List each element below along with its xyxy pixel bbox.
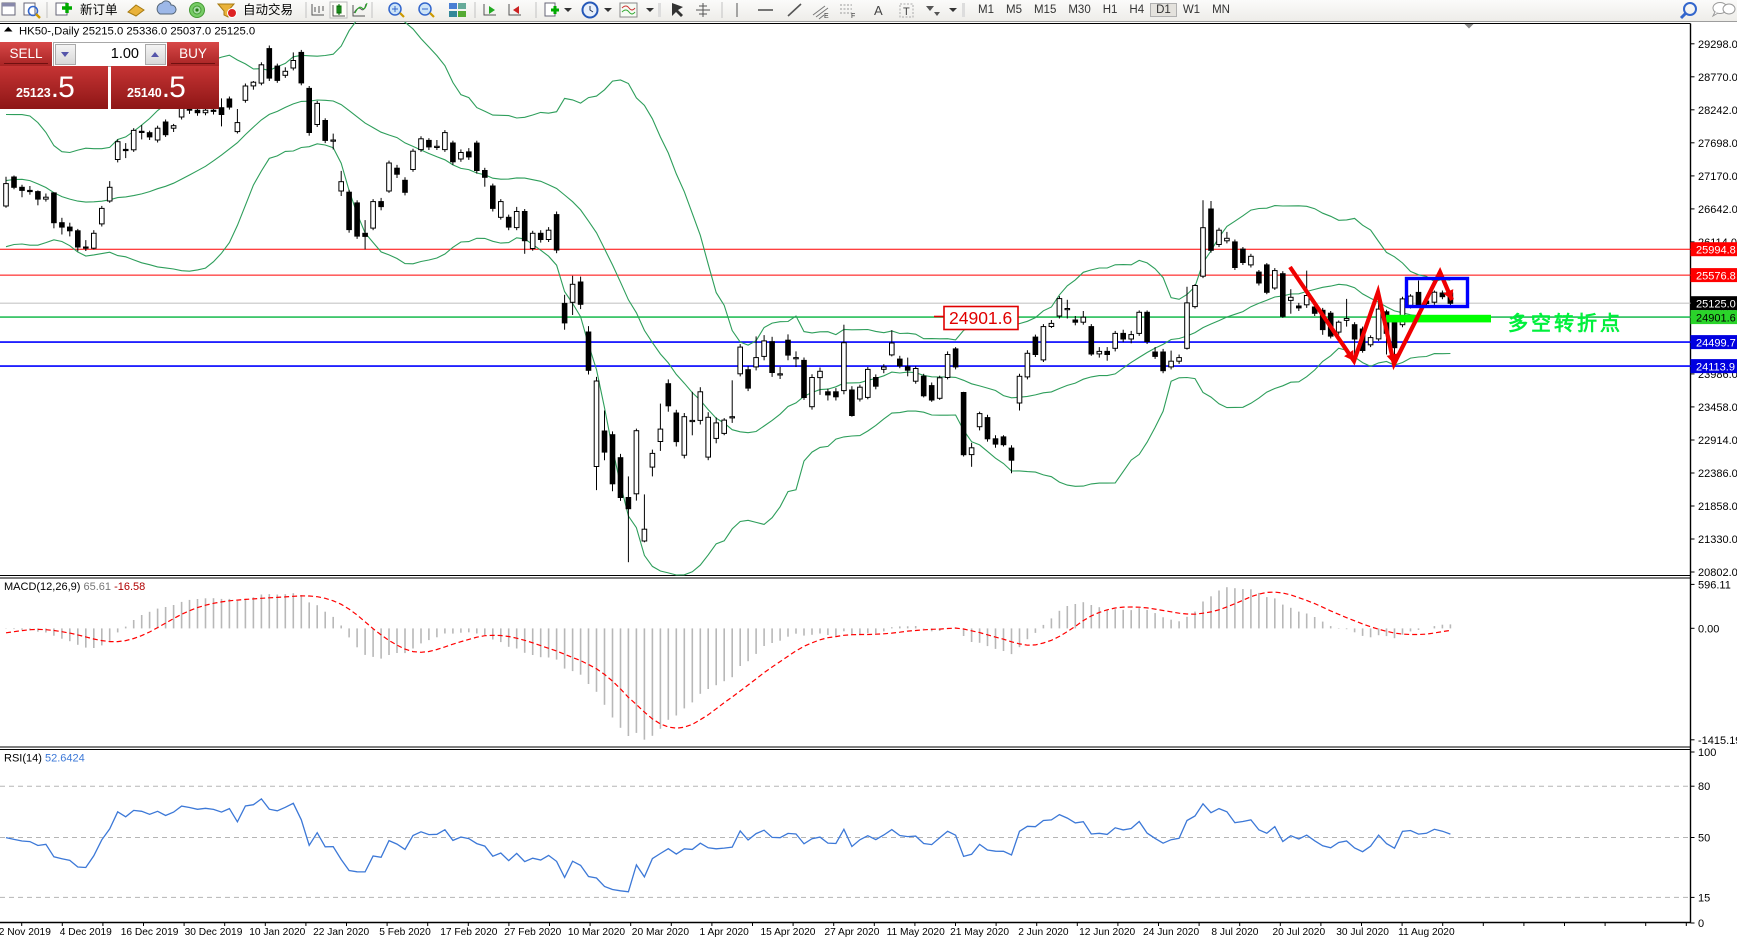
svg-text:1 Apr 2020: 1 Apr 2020	[700, 927, 750, 938]
svg-text:8 Jul 2020: 8 Jul 2020	[1211, 927, 1258, 938]
svg-text:25576.8: 25576.8	[1696, 270, 1736, 282]
svg-text:27698.0: 27698.0	[1698, 138, 1737, 150]
svg-text:15: 15	[1698, 892, 1710, 904]
svg-text:新订单: 新订单	[80, 2, 118, 17]
svg-text:自动交易: 自动交易	[243, 2, 293, 17]
svg-text:22 Jan 2020: 22 Jan 2020	[313, 927, 369, 938]
svg-text:5 Feb 2020: 5 Feb 2020	[379, 927, 431, 938]
svg-text:26642.0: 26642.0	[1698, 204, 1737, 216]
svg-text:F: F	[851, 13, 855, 20]
svg-text:RSI(14) 52.6424: RSI(14) 52.6424	[4, 753, 85, 765]
svg-text:27 Apr 2020: 27 Apr 2020	[824, 927, 879, 938]
svg-text:T: T	[903, 6, 910, 18]
svg-text:22386.0: 22386.0	[1698, 468, 1737, 480]
svg-text:0.00: 0.00	[1698, 623, 1719, 635]
svg-text:28770.0: 28770.0	[1698, 72, 1737, 84]
svg-text:A: A	[874, 3, 883, 18]
svg-text:25994.8: 25994.8	[1696, 244, 1736, 256]
svg-text:MACD(12,26,9) 65.61 -16.58: MACD(12,26,9) 65.61 -16.58	[4, 581, 145, 593]
svg-text:21 May 2020: 21 May 2020	[950, 927, 1009, 938]
svg-text:12 Jun 2020: 12 Jun 2020	[1079, 927, 1135, 938]
svg-text:21330.0: 21330.0	[1698, 534, 1737, 546]
svg-text:24499.7: 24499.7	[1696, 337, 1736, 349]
svg-text:596.11: 596.11	[1698, 579, 1731, 591]
svg-text:27170.0: 27170.0	[1698, 171, 1737, 183]
svg-text:24901.6: 24901.6	[1696, 312, 1736, 324]
svg-text:20 Mar 2020: 20 Mar 2020	[632, 927, 690, 938]
svg-text:10 Mar 2020: 10 Mar 2020	[568, 927, 626, 938]
svg-text:22 Nov 2019: 22 Nov 2019	[0, 927, 51, 938]
svg-text:24 Jun 2020: 24 Jun 2020	[1143, 927, 1199, 938]
svg-text:100: 100	[1698, 747, 1716, 759]
svg-text:21858.0: 21858.0	[1698, 501, 1737, 513]
svg-text:24113.9: 24113.9	[1696, 361, 1735, 373]
svg-text:0: 0	[1698, 918, 1704, 930]
svg-text:4 Dec 2019: 4 Dec 2019	[60, 927, 112, 938]
svg-text:28242.0: 28242.0	[1698, 105, 1737, 117]
svg-text:11 Aug 2020: 11 Aug 2020	[1398, 927, 1455, 938]
svg-text:80: 80	[1698, 781, 1710, 793]
svg-text:50: 50	[1698, 833, 1710, 845]
svg-text:11 May 2020: 11 May 2020	[887, 927, 945, 938]
svg-text:29298.0: 29298.0	[1698, 39, 1737, 51]
svg-text:22914.0: 22914.0	[1698, 435, 1737, 447]
svg-text:15 Apr 2020: 15 Apr 2020	[761, 927, 816, 938]
svg-text:20 Jul 2020: 20 Jul 2020	[1272, 927, 1325, 938]
svg-text:24901.6: 24901.6	[949, 308, 1012, 328]
svg-text:HK50-,Daily 25215.0 25336.0 2: HK50-,Daily 25215.0 25336.0 25037.0 2512…	[19, 26, 255, 38]
svg-text:23458.0: 23458.0	[1698, 402, 1737, 414]
svg-text:25125.0: 25125.0	[1696, 298, 1736, 310]
svg-text:27 Feb 2020: 27 Feb 2020	[504, 927, 562, 938]
svg-text:16 Dec 2019: 16 Dec 2019	[121, 927, 179, 938]
svg-text:30 Jul 2020: 30 Jul 2020	[1336, 927, 1389, 938]
svg-text:-1415.19: -1415.19	[1698, 735, 1737, 747]
svg-text:30 Dec 2019: 30 Dec 2019	[185, 927, 243, 938]
svg-text:17 Feb 2020: 17 Feb 2020	[440, 927, 498, 938]
svg-text:2 Jun 2020: 2 Jun 2020	[1018, 927, 1069, 938]
svg-text:20802.0: 20802.0	[1698, 567, 1737, 579]
svg-text:10 Jan 2020: 10 Jan 2020	[249, 927, 305, 938]
svg-text:E: E	[824, 13, 829, 20]
svg-text:多空转折点: 多空转折点	[1508, 311, 1623, 335]
